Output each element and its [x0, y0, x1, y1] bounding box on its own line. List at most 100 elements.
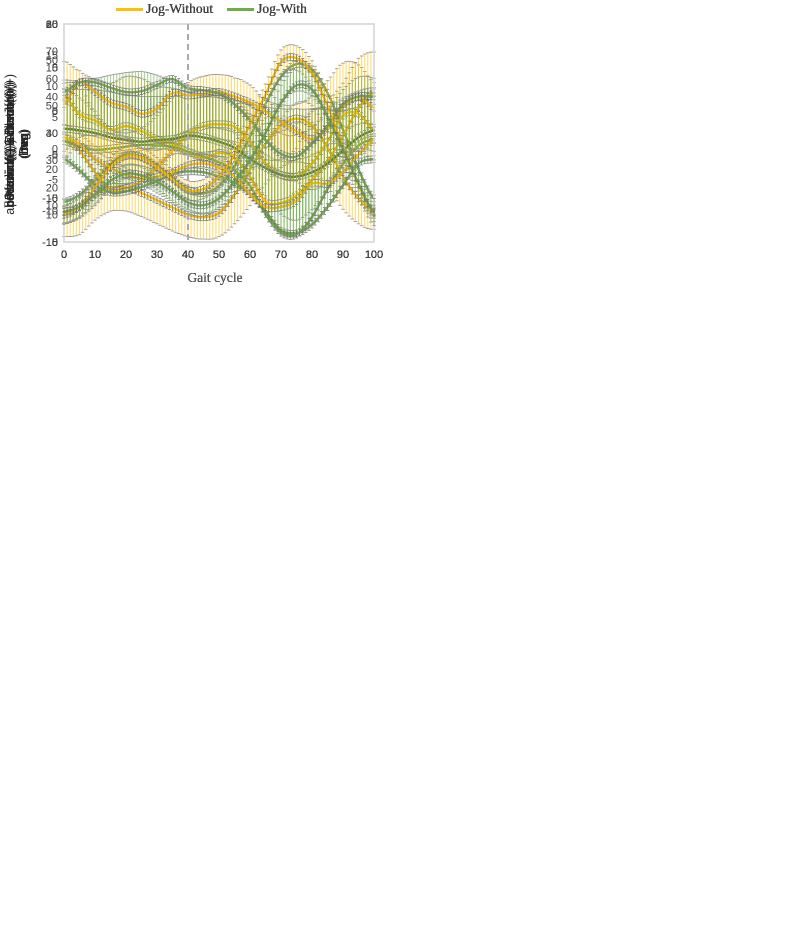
svg-text:20: 20 — [46, 182, 58, 194]
svg-text:-15: -15 — [42, 237, 58, 249]
svg-text:5: 5 — [52, 112, 58, 124]
svg-text:0: 0 — [61, 249, 67, 261]
svg-text:0: 0 — [61, 249, 67, 261]
svg-text:90: 90 — [337, 249, 349, 261]
svg-text:40: 40 — [182, 249, 194, 261]
y-axis-unit: Deg — [16, 133, 31, 155]
svg-text:60: 60 — [46, 19, 58, 31]
legend-item-jog-with: Jog-With — [227, 1, 307, 17]
svg-text:0: 0 — [61, 249, 67, 261]
svg-text:40: 40 — [182, 249, 194, 261]
svg-text:60: 60 — [244, 249, 256, 261]
legend-label-jog-with: Jog-With — [257, 1, 307, 16]
svg-text:30: 30 — [46, 155, 58, 167]
svg-text:50: 50 — [213, 249, 225, 261]
svg-text:5: 5 — [52, 62, 58, 74]
svg-text:90: 90 — [337, 249, 349, 261]
y-axis-title: Extension(-)- Flexion(+) Deg — [0, 18, 34, 270]
svg-text:-5: -5 — [48, 150, 58, 162]
svg-text:70: 70 — [275, 249, 287, 261]
x-axis-title: Gait cycle — [187, 270, 243, 285]
svg-text:20: 20 — [120, 249, 132, 261]
x-axis-title: Gait cycle — [187, 270, 243, 285]
svg-text:10: 10 — [46, 81, 58, 93]
plot-area: 0 10 20 30 40 50 60 70 80 0 10 20 30 40 50 60 70 80 90 100 — [34, 18, 386, 270]
svg-text:20: 20 — [46, 19, 58, 31]
svg-text:80: 80 — [306, 249, 318, 261]
svg-text:100: 100 — [365, 249, 383, 261]
svg-text:10: 10 — [89, 249, 101, 261]
legend-label-jog-with: Jog-With — [257, 1, 307, 16]
svg-text:80: 80 — [306, 249, 318, 261]
legend-label-jog-without: Jog-Without — [146, 1, 214, 16]
svg-text:30: 30 — [151, 249, 163, 261]
svg-text:0: 0 — [61, 249, 67, 261]
svg-text:30: 30 — [151, 249, 163, 261]
svg-text:80: 80 — [306, 249, 318, 261]
svg-text:20: 20 — [120, 249, 132, 261]
svg-text:-10: -10 — [42, 193, 58, 205]
svg-text:70: 70 — [275, 249, 287, 261]
svg-text:60: 60 — [244, 249, 256, 261]
svg-text:40: 40 — [46, 92, 58, 104]
svg-text:0: 0 — [52, 237, 58, 249]
svg-text:100: 100 — [365, 249, 383, 261]
svg-text:70: 70 — [275, 249, 287, 261]
svg-text:100: 100 — [365, 249, 383, 261]
svg-text:90: 90 — [337, 249, 349, 261]
svg-text:0: 0 — [52, 106, 58, 118]
chart-legend: Jog-Without Jog-With — [0, 0, 393, 18]
svg-text:10: 10 — [46, 62, 58, 74]
legend-line-jog-with-icon — [227, 7, 255, 11]
svg-text:10: 10 — [89, 249, 101, 261]
svg-text:10: 10 — [46, 19, 58, 31]
svg-text:10: 10 — [46, 210, 58, 222]
svg-text:10: 10 — [89, 249, 101, 261]
svg-text:70: 70 — [275, 249, 287, 261]
svg-text:15: 15 — [46, 19, 58, 31]
svg-text:-5: -5 — [48, 175, 58, 187]
svg-text:-10: -10 — [42, 193, 58, 205]
legend-label-jog-without: Jog-Without — [146, 1, 214, 16]
svg-text:20: 20 — [120, 249, 132, 261]
svg-text:-10: -10 — [42, 237, 58, 249]
svg-text:80: 80 — [46, 19, 58, 31]
svg-text:0: 0 — [61, 249, 67, 261]
svg-text:40: 40 — [46, 128, 58, 140]
svg-text:-5: -5 — [48, 150, 58, 162]
legend-item-jog-without: Jog-Without — [116, 1, 213, 17]
svg-text:50: 50 — [213, 249, 225, 261]
svg-text:50: 50 — [213, 249, 225, 261]
legend-line-jog-without-icon — [116, 7, 144, 11]
svg-text:60: 60 — [244, 249, 256, 261]
svg-text:0: 0 — [52, 150, 58, 162]
y-axis-title-text: Extension(-)- Flexion(+) — [1, 79, 17, 209]
x-axis-title: Gait cycle — [187, 270, 243, 285]
svg-text:10: 10 — [89, 249, 101, 261]
svg-text:80: 80 — [306, 249, 318, 261]
svg-text:30: 30 — [151, 249, 163, 261]
svg-text:50: 50 — [213, 249, 225, 261]
svg-text:80: 80 — [306, 249, 318, 261]
legend-label-jog-with: Jog-With — [257, 1, 307, 16]
svg-text:-10: -10 — [42, 206, 58, 218]
svg-text:5: 5 — [52, 62, 58, 74]
svg-text:50: 50 — [46, 101, 58, 113]
x-axis-title: Gait cycle — [187, 270, 243, 285]
legend-label-jog-with: Jog-With — [257, 1, 307, 16]
svg-text:60: 60 — [46, 73, 58, 85]
svg-text:40: 40 — [182, 249, 194, 261]
svg-text:40: 40 — [182, 249, 194, 261]
svg-text:15: 15 — [46, 50, 58, 62]
svg-text:90: 90 — [337, 249, 349, 261]
svg-text:40: 40 — [182, 249, 194, 261]
svg-text:10: 10 — [89, 249, 101, 261]
svg-text:90: 90 — [337, 249, 349, 261]
svg-text:70: 70 — [275, 249, 287, 261]
svg-text:5: 5 — [52, 106, 58, 118]
svg-text:20: 20 — [120, 249, 132, 261]
chart-panel-extension-flexion: Jog-Without Jog-With Extension(-)- Flexi… — [0, 0, 393, 286]
svg-text:0: 0 — [52, 143, 58, 155]
svg-text:10: 10 — [46, 19, 58, 31]
